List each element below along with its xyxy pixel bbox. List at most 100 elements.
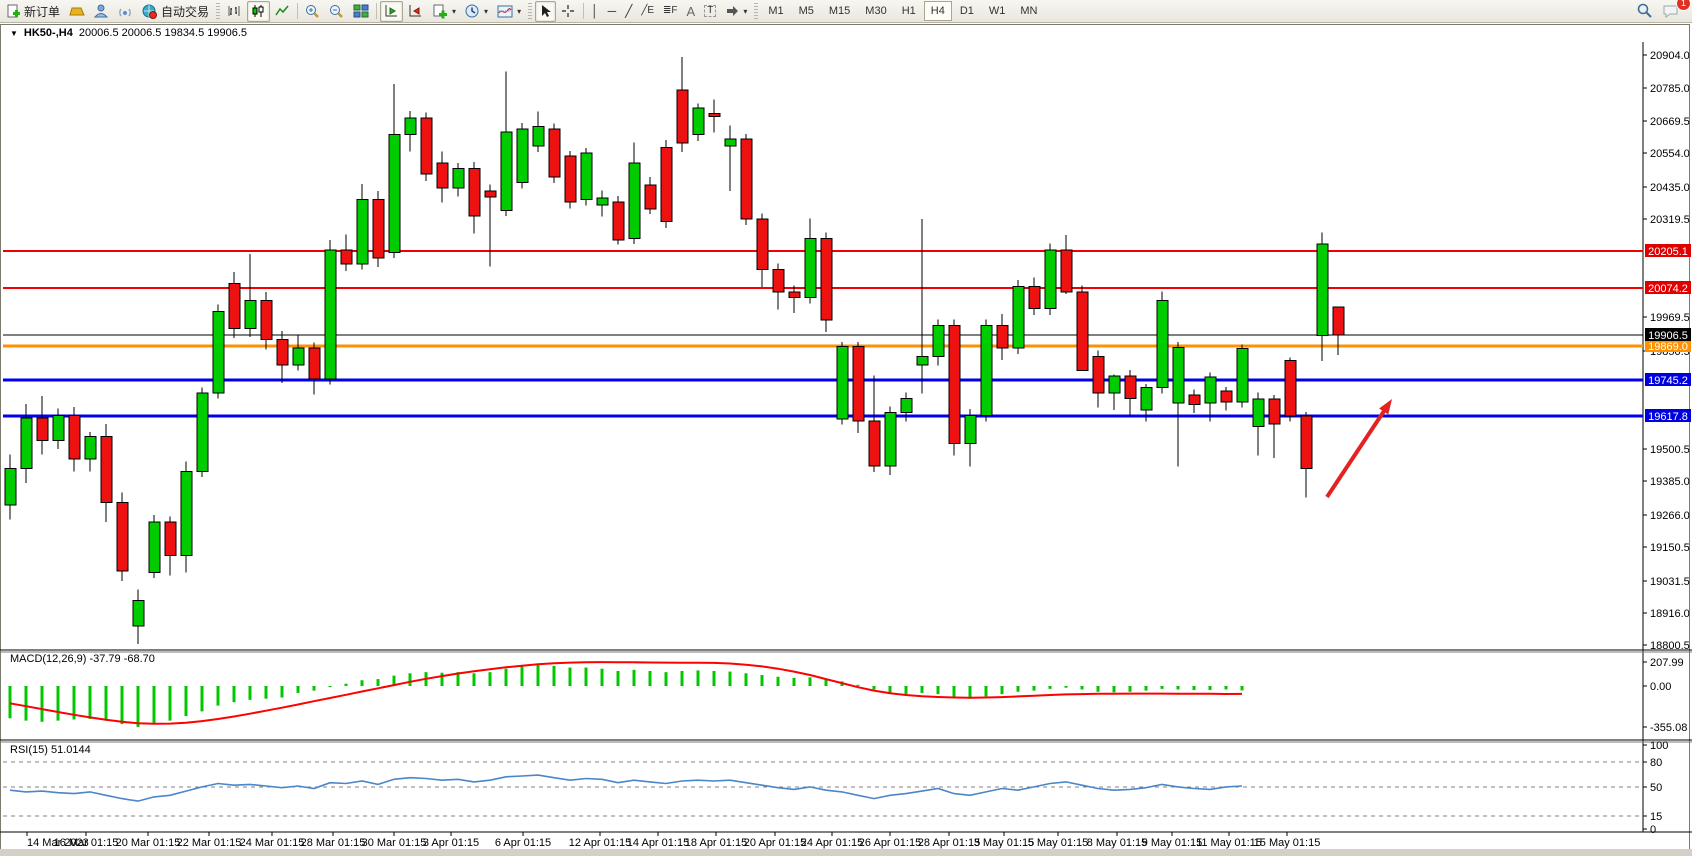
macd-indicator-label: MACD(12,26,9) -37.79 -68.70 [10,653,155,665]
candle-body [1220,390,1233,403]
fibonacci-button[interactable]: ≣F [659,1,682,22]
time-tick-label[interactable]: 14 Apr 01:15 [627,837,689,849]
new-chart-button[interactable]: ▾ [428,1,460,22]
window-bottom-edge [0,849,1692,856]
time-tick-label[interactable]: 28 Mar 01:15 [301,837,366,849]
auto-scroll-icon [385,5,398,17]
candle-body [228,282,241,329]
chart-shift-button[interactable] [404,1,427,22]
time-tick-label[interactable]: 30 Mar 01:15 [362,837,427,849]
tile-windows-button[interactable] [349,1,373,22]
candle-body [724,138,737,147]
time-tick-label[interactable]: 28 Apr 01:15 [918,837,980,849]
time-tick-label[interactable]: 26 Apr 01:15 [859,837,921,849]
auto-trading-label: 自动交易 [161,4,210,19]
candle-body [1060,249,1073,293]
time-tick-label[interactable]: 24 Apr 01:15 [801,837,863,849]
profile-button[interactable] [90,1,113,22]
shapes-button[interactable]: ▾ [721,1,751,22]
time-tick-label[interactable]: 14 Mar 2023 [27,837,89,849]
annotation-arrow-head[interactable] [1379,399,1392,415]
time-tick-label[interactable]: 12 Apr 01:15 [569,837,631,849]
tf-d1-button[interactable]: D1 [959,5,974,17]
signal-button[interactable] [114,1,137,22]
time-tick-label[interactable]: 16 Mar 01:15 [54,837,119,849]
indicators-button[interactable]: ▾ [493,1,525,22]
tf-h1-button[interactable]: H1 [901,5,916,17]
candle-body [500,131,513,211]
time-tick-label[interactable]: 24 Mar 01:15 [240,837,305,849]
collapse-icon[interactable]: ▼ [10,28,18,38]
candle-body [276,339,289,366]
candle-body [756,218,769,270]
candle-body [660,146,673,223]
price-tick-label: 18916.0 [1650,608,1690,620]
candle-body [1172,346,1185,404]
time-tick-label[interactable]: 20 Apr 01:15 [744,837,806,849]
macd-axis-label: -355.08 [1650,722,1687,734]
price-tick-label: 19385.0 [1650,476,1690,488]
auto-trading-button[interactable]: 自动交易 [138,1,213,22]
time-tick-label[interactable]: 8 May 01:15 [1087,837,1148,849]
macd-axis-label: 207.99 [1650,657,1684,669]
notification-badge: 1 [1676,0,1691,11]
time-tick-label[interactable]: 18 Apr 01:15 [685,837,747,849]
text-label-button[interactable]: T [700,1,720,22]
candle-body [340,249,353,265]
tf-m1-button[interactable]: M1 [768,5,784,17]
channel-button[interactable]: ╱E [637,1,658,22]
symbol-period-label: HK50-,H4 [23,27,73,39]
periods-button[interactable]: ▾ [461,1,492,22]
time-tick-label[interactable]: 3 May 01:15 [974,837,1035,849]
bar-chart-button[interactable] [223,1,246,22]
time-tick-label[interactable]: 11 May 01:15 [1196,837,1262,849]
time-tick-label[interactable]: 3 Apr 01:15 [423,837,479,849]
auto-scroll-button[interactable] [380,0,404,22]
cursor-button[interactable] [535,0,557,22]
rsi-indicator-label: RSI(15) 51.0144 [10,744,91,756]
zoom-in-icon [306,4,319,18]
line-chart-button[interactable] [271,1,294,22]
time-tick-label[interactable]: 20 Mar 01:15 [116,837,181,849]
candle-body [308,347,321,380]
crosshair-button[interactable] [557,1,580,22]
horizontal-line-button[interactable]: ─ [604,1,621,22]
tf-h4-button[interactable]: H4 [923,1,952,21]
zoom-in-button[interactable] [301,1,324,22]
time-tick-label[interactable]: 6 Apr 01:15 [495,837,551,849]
candlestick-chart-button[interactable] [247,0,271,22]
candle-body [404,117,417,136]
candle-body [1332,306,1345,336]
text-button[interactable]: A [683,1,700,22]
candle-body [180,471,193,557]
candle-body [212,311,225,394]
macd-signal-line [9,661,1243,725]
tf-mn-button[interactable]: MN [1020,5,1038,17]
time-tick-label[interactable]: 5 May 01:15 [1028,837,1089,849]
search-button[interactable] [1632,1,1657,22]
tf-m30-button[interactable]: M30 [865,5,887,17]
annotation-arrow[interactable] [1325,402,1391,499]
price-label-text: 20205.1 [1648,246,1688,258]
time-tick-label[interactable]: 9 May 01:15 [1142,837,1203,849]
chart-title-bar: ▼ HK50-,H4 20006.5 20006.5 19834.5 19906… [2,26,247,40]
chat-button[interactable]: 1 [1658,0,1691,22]
zoom-out-button[interactable] [325,1,348,22]
candle-body [356,198,369,265]
cursor-icon [542,5,552,17]
tf-m15-button[interactable]: M15 [828,5,851,17]
new-order-button[interactable]: 新订单 [2,1,64,22]
chart-shift-icon [409,5,422,17]
price-tick-label: 19150.5 [1650,542,1690,554]
tf-w1-button[interactable]: W1 [988,5,1006,17]
tf-m5-button[interactable]: M5 [798,5,814,17]
vertical-line-button[interactable]: │ [587,1,603,22]
chart-window[interactable] [0,24,1690,850]
trendline-button[interactable]: ╱ [621,1,636,22]
time-tick-label[interactable]: 15 May 01:15 [1254,837,1321,849]
gold-button[interactable] [65,1,89,22]
time-tick-label[interactable]: 22 Mar 01:15 [177,837,242,849]
price-label-text: 20074.2 [1648,283,1688,295]
candle-body [1316,243,1329,336]
